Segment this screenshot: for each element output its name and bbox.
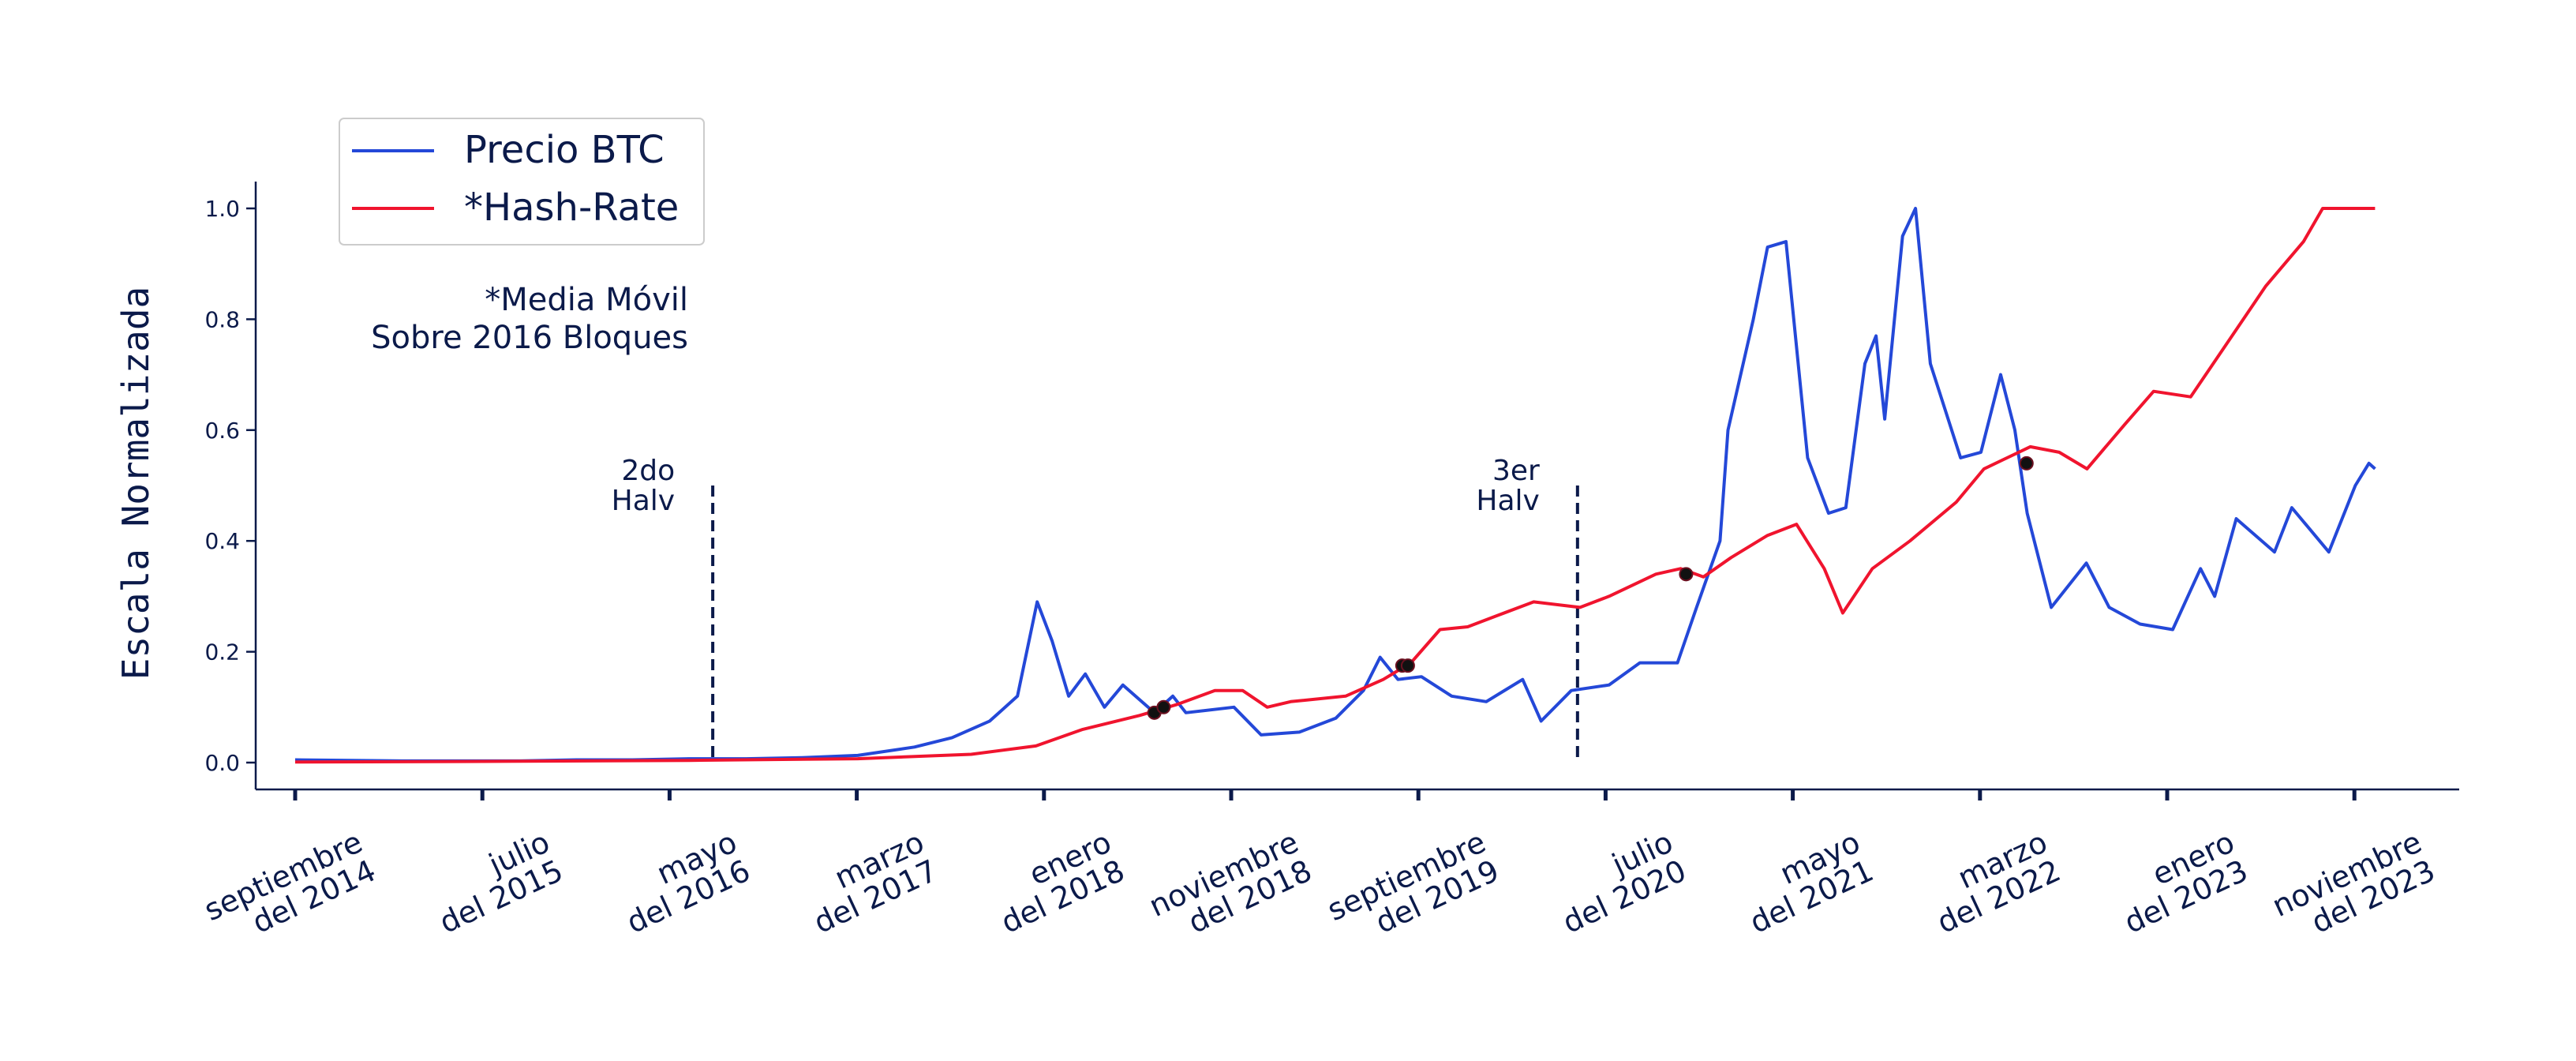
y-tick-label: 0.8: [204, 306, 240, 332]
x-tick-label: noviembredel 2018: [1144, 824, 1317, 952]
x-tick-label: enerodel 2018: [983, 824, 1130, 940]
x-tick-label: juliodel 2020: [1544, 824, 1691, 940]
x-tick-label: septiembredel 2019: [1322, 824, 1504, 956]
legend: Precio BTC *Hash-Rate: [339, 118, 705, 246]
crossing-point: [1400, 658, 1415, 673]
halving-label: 3er: [1492, 455, 1540, 487]
annotation-note: *Media Móvil Sobre 2016 Bloques: [371, 282, 688, 356]
x-tick-label: mayodel 2016: [608, 824, 755, 940]
crossing-point: [1156, 699, 1171, 714]
crossing-point: [1679, 567, 1694, 582]
y-tick-label: 1.0: [204, 196, 240, 222]
y-tick-label: 0.2: [204, 639, 240, 665]
y-tick-label: 0.0: [204, 750, 240, 776]
x-tick-label: noviembredel 2023: [2267, 824, 2440, 952]
crossing-points: [1147, 456, 2034, 720]
x-tick-label: mayodel 2021: [1732, 824, 1879, 940]
x-tick-label: septiembredel 2014: [199, 824, 381, 956]
y-tick-label: 0.6: [204, 418, 240, 444]
y-tick-label: 0.4: [204, 528, 240, 554]
note-line-2: Sobre 2016 Bloques: [371, 320, 688, 356]
x-tick-label: marzodel 2017: [796, 824, 943, 940]
legend-label-btc: Precio BTC: [464, 128, 665, 172]
x-tick-label: juliodel 2015: [421, 824, 568, 940]
halving-label: Halv: [612, 485, 675, 517]
crossing-point: [2019, 456, 2034, 471]
series-line-btc: [294, 207, 2376, 763]
legend-label-hashrate: *Hash-Rate: [464, 186, 679, 230]
halving-label: Halv: [1476, 485, 1539, 517]
halving-label: 2do: [621, 455, 675, 487]
note-line-1: *Media Móvil: [485, 282, 688, 318]
x-tick-label: enerodel 2023: [2106, 824, 2253, 940]
y-axis-label: Escala Normalizada: [114, 287, 157, 680]
x-tick-label: marzodel 2022: [1919, 824, 2066, 940]
